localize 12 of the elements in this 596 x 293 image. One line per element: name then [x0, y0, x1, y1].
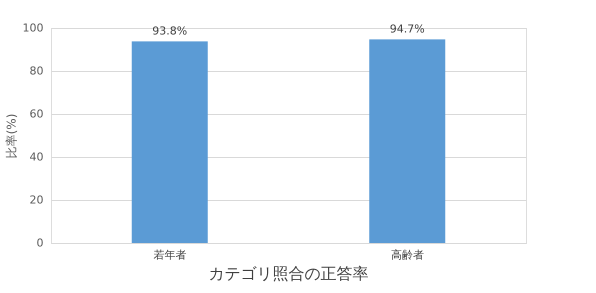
data-label: 94.7% — [390, 22, 425, 36]
y-tick-label: 20 — [30, 194, 44, 206]
y-tick-label: 60 — [30, 108, 44, 120]
y-tick-label: 0 — [36, 236, 44, 250]
y-tick-label: 40 — [30, 150, 44, 164]
text: カテゴリ照合の正答率 — [208, 264, 368, 283]
y-axis-title: 比率(%) — [4, 114, 19, 158]
data-label: 93.8% — [152, 24, 188, 38]
y-tick-label: 80 — [30, 64, 44, 78]
x-tick-label: 高齢者 — [390, 248, 424, 262]
x-tick-label: 若年者 — [153, 248, 186, 262]
y-tick-label: 100 — [22, 22, 44, 34]
